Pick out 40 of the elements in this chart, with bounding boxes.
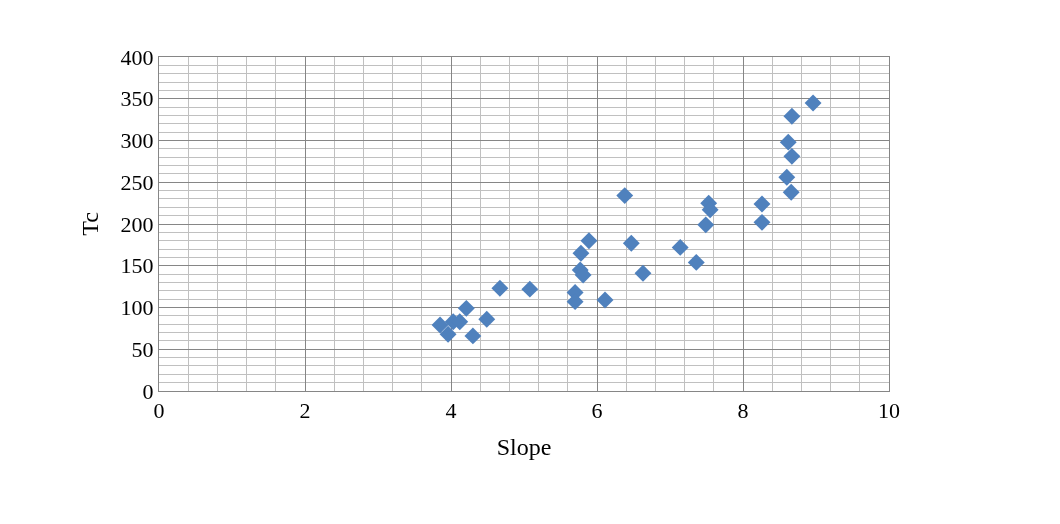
y-tick-label: 350 [120, 86, 154, 112]
y-tick-label: 400 [120, 44, 154, 70]
point [491, 279, 509, 297]
point [783, 107, 801, 125]
y-tick-label: 300 [120, 128, 154, 154]
point [616, 187, 634, 205]
point [753, 195, 771, 213]
x-tick-label: 8 [737, 398, 749, 424]
point [782, 183, 800, 201]
point [478, 310, 496, 328]
point [804, 94, 822, 112]
point [778, 168, 796, 186]
point [596, 291, 614, 309]
point [439, 325, 457, 343]
point [431, 316, 449, 334]
y-tick-label: 200 [120, 211, 154, 237]
point [634, 264, 652, 282]
point [783, 147, 801, 165]
point [697, 216, 715, 234]
point [687, 253, 705, 271]
x-tick-label: 10 [878, 398, 900, 424]
y-tick-label: 250 [120, 169, 154, 195]
point [753, 213, 771, 231]
point [464, 327, 482, 345]
x-axis-title: Slope [496, 433, 552, 460]
x-tick-label: 2 [299, 398, 311, 424]
point [671, 238, 689, 256]
point [521, 280, 539, 298]
y-tick-label: 100 [120, 295, 154, 321]
y-tick-label: 50 [131, 336, 154, 362]
point [779, 133, 797, 151]
x-tick-label: 4 [445, 398, 457, 424]
y-tick-label: 0 [142, 378, 154, 404]
y-axis-title: Tc [76, 212, 103, 236]
point [457, 299, 475, 317]
point [572, 244, 590, 262]
point [622, 234, 640, 252]
y-tick-label: 150 [120, 253, 154, 279]
x-tick-label: 6 [591, 398, 603, 424]
point [580, 232, 598, 250]
